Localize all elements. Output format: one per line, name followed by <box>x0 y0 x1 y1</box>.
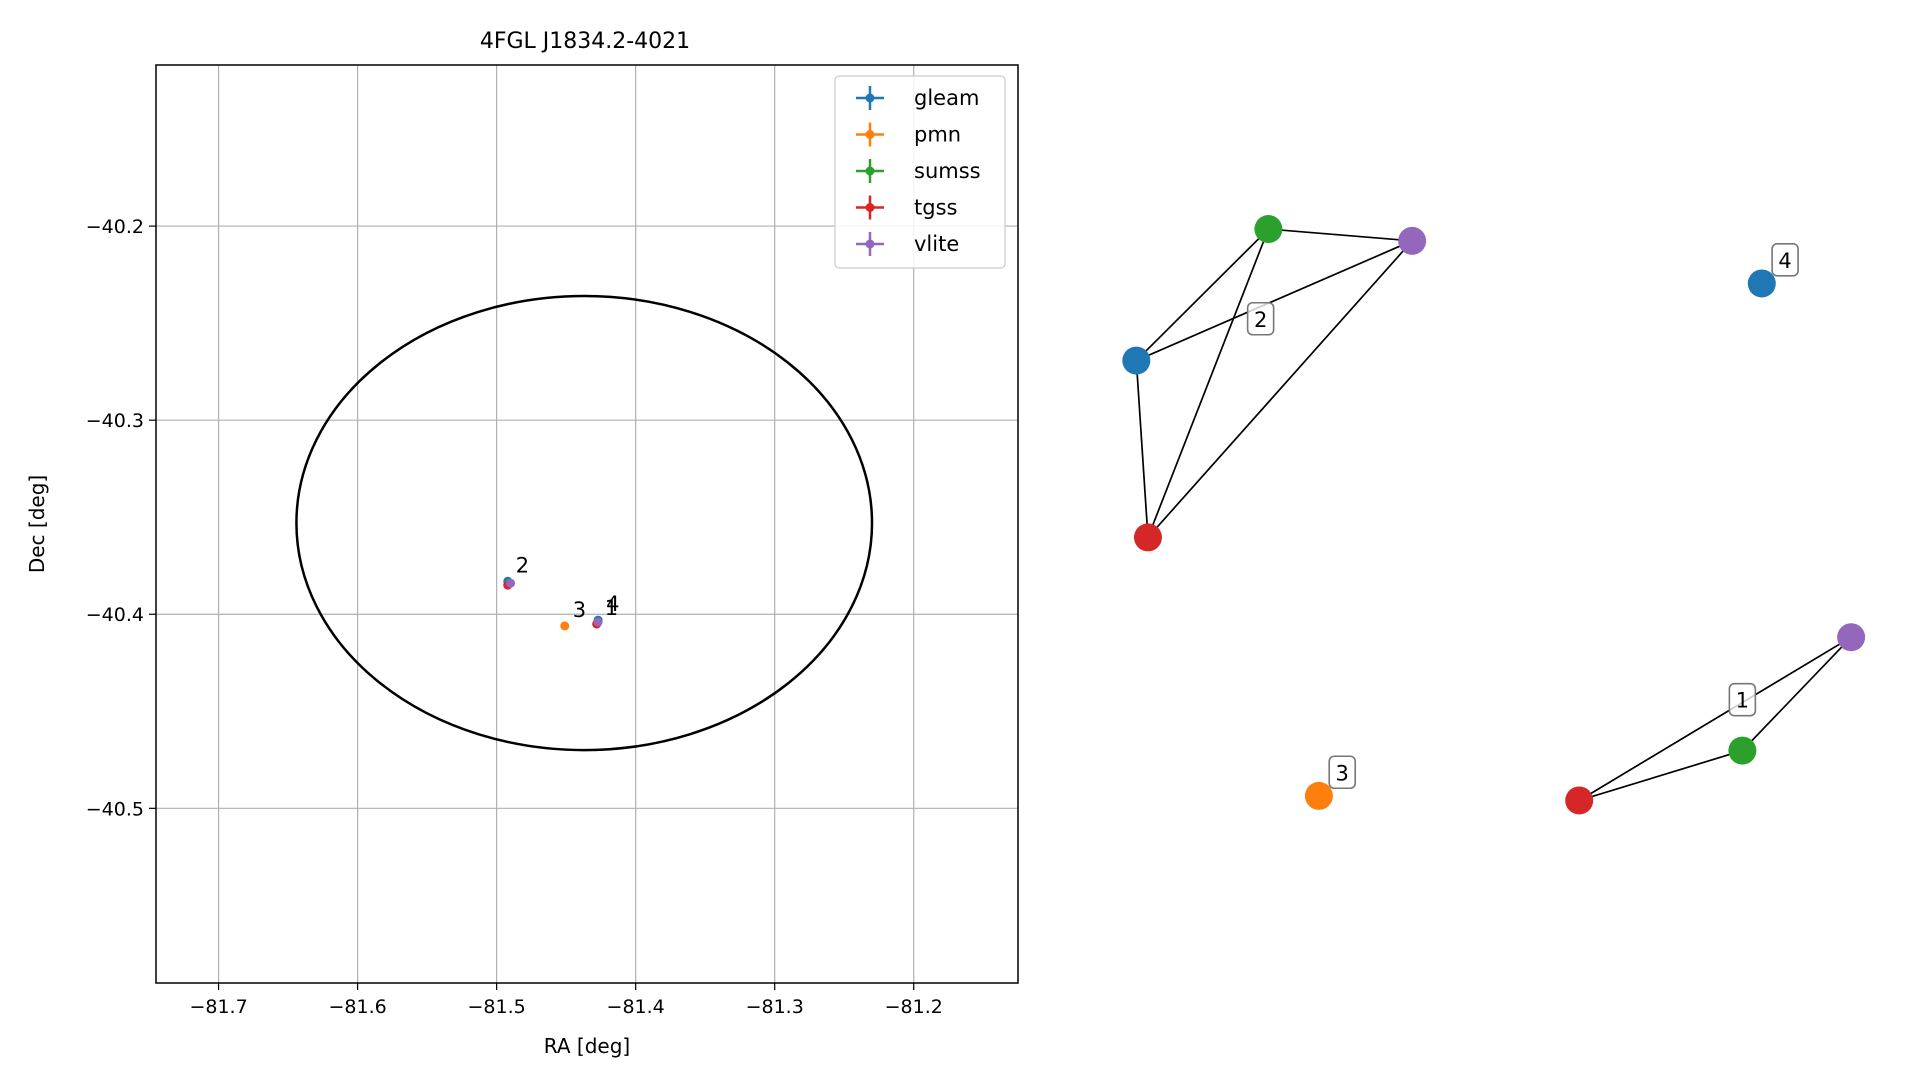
chart-title: 4FGL J1834.2-4021 <box>480 29 690 54</box>
scatter-panel: 4FGL J1834.2-4021 23 41 −81.7 −81.6 −81.5 −8… <box>25 29 1019 1058</box>
group-label-layer: 2 4 1 3 <box>1246 242 1799 790</box>
network-node-gleam <box>1122 346 1151 375</box>
y-tick-label: −40.2 <box>86 216 144 238</box>
legend-label-vlite: vlite <box>914 232 959 256</box>
point-annotation: 1 <box>605 596 618 620</box>
legend-marker-dot <box>865 130 875 139</box>
error-ellipse <box>295 294 874 752</box>
group-label: 3 <box>1336 761 1349 785</box>
network-panel: 2 4 1 3 <box>1122 215 1866 815</box>
group-label: 1 <box>1736 689 1749 713</box>
group-label: 4 <box>1778 249 1791 273</box>
point-vlite <box>593 617 603 627</box>
network-node-pmn <box>1304 781 1333 810</box>
legend-marker-dot <box>865 93 875 103</box>
network-node-gleam <box>1747 269 1776 298</box>
y-tick-label: −40.5 <box>86 798 144 820</box>
edge-layer <box>1135 228 1852 802</box>
network-edge <box>1741 636 1852 752</box>
legend-marker-dot <box>865 203 875 212</box>
x-tick-label: −81.6 <box>328 996 386 1018</box>
x-tick-label: −81.7 <box>189 996 247 1018</box>
annotation-layer: 2 3 41 <box>516 553 620 622</box>
network-edge <box>1578 749 1743 802</box>
legend-label-sumss: sumss <box>914 159 981 183</box>
x-tick-label: −81.3 <box>746 996 804 1018</box>
x-tick-label: −81.5 <box>468 996 526 1018</box>
network-edge <box>1135 240 1413 362</box>
y-tick-label: −40.4 <box>86 604 144 626</box>
group-label: 2 <box>1254 308 1267 332</box>
plot-frame <box>155 64 1019 984</box>
x-tick-label: −81.4 <box>607 996 665 1018</box>
network-edge <box>1578 636 1852 802</box>
network-edge <box>1135 360 1149 538</box>
network-edge <box>1268 228 1413 242</box>
node-layer <box>1122 215 1866 815</box>
y-axis-label: Dec [deg] <box>25 475 49 573</box>
legend-marker-dot <box>865 166 875 176</box>
group-label-box <box>1328 755 1357 790</box>
y-tick-label: −40.3 <box>86 410 144 432</box>
x-tick-label: −81.2 <box>885 996 943 1018</box>
legend: gleam pmn sumss tgss vlite <box>834 75 1006 269</box>
network-node-tgss <box>1133 523 1162 552</box>
network-node-sumss <box>1728 736 1757 765</box>
network-node-vlite <box>1837 623 1866 652</box>
legend-label-tgss: tgss <box>914 196 957 220</box>
network-edge <box>1147 228 1270 538</box>
point-annotation: 2 <box>516 553 529 577</box>
ellipse-layer <box>295 294 874 752</box>
y-ticks: −40.2 −40.3 −40.4 −40.5 <box>86 216 156 820</box>
group-label-box <box>1728 682 1757 717</box>
point-annotation: 3 <box>573 598 586 622</box>
point-pmn <box>560 621 570 631</box>
network-edge <box>1135 228 1269 362</box>
point-annotation: 4 <box>606 592 619 616</box>
network-node-sumss <box>1254 215 1283 244</box>
group-label-box <box>1771 242 1799 277</box>
legend-marker-dot <box>865 239 875 249</box>
x-ticks: −81.7 −81.6 −81.5 −81.4 −81.3 −81.2 <box>189 983 943 1018</box>
network-node-vlite <box>1398 226 1427 255</box>
group-label-box <box>1246 301 1275 336</box>
points-layer <box>503 576 603 631</box>
network-edge <box>1147 240 1413 538</box>
x-axis-label: RA [deg] <box>544 1034 630 1058</box>
point-vlite <box>506 578 516 588</box>
legend-box <box>834 75 1006 269</box>
legend-label-pmn: pmn <box>914 123 961 147</box>
network-node-tgss <box>1565 786 1594 815</box>
legend-label-gleam: gleam <box>914 86 979 110</box>
